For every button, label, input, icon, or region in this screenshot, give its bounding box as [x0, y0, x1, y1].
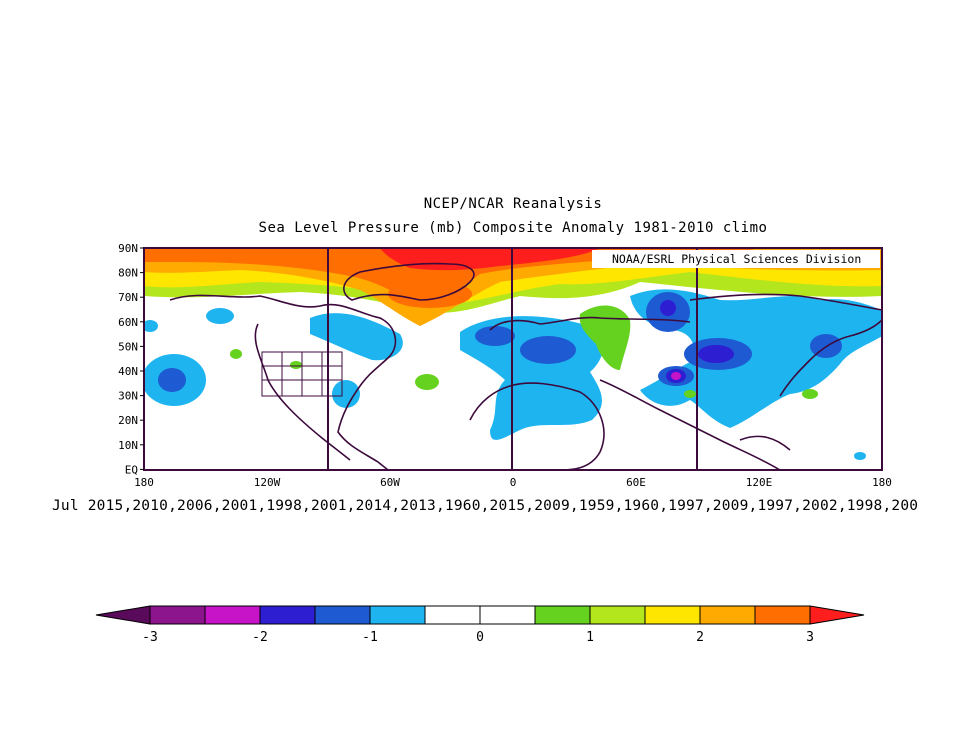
colorbar-tick-label: -1: [362, 630, 378, 645]
lat-label: 50N: [118, 340, 138, 353]
arctic-red: [380, 248, 600, 271]
colorbar-tick-label: 3: [806, 630, 814, 645]
lat-label: 90N: [118, 242, 138, 255]
colorbar-tick-label: 0: [476, 630, 484, 645]
colorbar-swatch: [754, 605, 811, 625]
lat-label: 80N: [118, 267, 138, 280]
lon-label: 120E: [746, 476, 773, 489]
colorbar-low-arrow: [95, 605, 151, 625]
colorbar-tick-label: -2: [252, 630, 268, 645]
credit-box: [592, 250, 880, 268]
colorbar-swatch: [534, 605, 591, 625]
colorbar-swatch: [644, 605, 701, 625]
colorbar: -3 -2 -1 0 1 2 3: [95, 605, 865, 645]
colorbar-tick-label: 1: [586, 630, 594, 645]
lat-label: EQ: [125, 463, 138, 476]
positive-anomalies: [230, 305, 818, 399]
credit-text: NOAA/ESRL Physical Sciences Division: [612, 252, 861, 266]
colorbar-swatch: [149, 605, 206, 625]
lon-label: 0: [510, 476, 517, 489]
chart-subtitle: Sea Level Pressure (mb) Composite Anomal…: [258, 220, 768, 236]
lon-label: 60W: [380, 476, 400, 489]
colorbar-swatch: [314, 605, 371, 625]
coastlines: [169, 262, 882, 470]
colorbar-swatch: [204, 605, 261, 625]
latitude-labels: 90N 80N 70N 60N 50N 40N 30N 20N 10N EQ: [118, 242, 144, 476]
longitude-labels: 180 120W 60W 0 60E 120E 180: [134, 476, 892, 489]
colorbar-high-arrow: [809, 605, 865, 625]
lat-label: 60N: [118, 316, 138, 329]
very-strong-negative-anomalies: [660, 300, 734, 383]
lon-label: 60E: [626, 476, 646, 489]
arctic-dark-orange: [144, 248, 760, 306]
colorbar-swatch: [479, 605, 536, 625]
lon-label: 180: [872, 476, 892, 489]
lat-label: 70N: [118, 291, 138, 304]
colorbar-swatch: [369, 605, 426, 625]
lon-label: 120W: [254, 476, 281, 489]
colorbar-swatch: [259, 605, 316, 625]
composite-years: Jul 2015,2010,2006,2001,1998,2001,2014,2…: [52, 498, 919, 514]
chart-title: NCEP/NCAR Reanalysis: [423, 196, 603, 212]
colorbar-swatch: [424, 605, 481, 625]
lat-label: 20N: [118, 414, 138, 427]
lat-label: 10N: [118, 439, 138, 452]
lat-label: 40N: [118, 365, 138, 378]
colorbar-swatch: [699, 605, 756, 625]
colorbar-swatch: [589, 605, 646, 625]
lon-label: 180: [134, 476, 154, 489]
colorbar-tick-label: 2: [696, 630, 704, 645]
colorbar-tick-label: -3: [142, 630, 158, 645]
lat-label: 30N: [118, 390, 138, 403]
